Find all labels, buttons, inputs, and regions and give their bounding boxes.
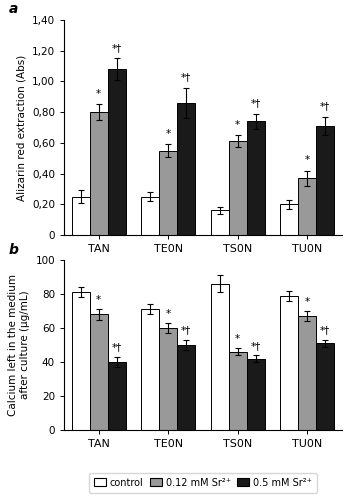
Bar <box>72 292 90 430</box>
Bar <box>177 345 195 430</box>
Bar <box>159 150 177 235</box>
Bar <box>280 296 298 430</box>
Bar <box>108 362 126 430</box>
Bar <box>210 210 229 235</box>
Bar <box>108 69 126 235</box>
Bar <box>298 316 316 430</box>
Bar <box>247 122 265 235</box>
Bar <box>247 358 265 430</box>
Text: *†: *† <box>181 326 192 336</box>
Text: *: * <box>304 296 310 306</box>
Bar <box>90 112 108 235</box>
Legend: control, 0.12 mM Sr²⁺, 0.5 mM Sr²⁺: control, 0.12 mM Sr²⁺, 0.5 mM Sr²⁺ <box>89 473 317 492</box>
Bar <box>177 103 195 235</box>
Bar <box>229 142 247 235</box>
Text: *: * <box>166 308 171 318</box>
Bar <box>90 314 108 430</box>
Bar <box>229 352 247 430</box>
Text: *: * <box>166 129 171 139</box>
Text: *†: *† <box>181 72 192 82</box>
Bar <box>316 344 334 430</box>
Bar <box>159 328 177 430</box>
Bar <box>316 126 334 235</box>
Text: a: a <box>9 2 18 16</box>
Text: *: * <box>96 295 101 305</box>
Text: *: * <box>235 120 240 130</box>
Text: *†: *† <box>320 326 330 336</box>
Bar <box>280 204 298 235</box>
Text: *†: *† <box>112 43 122 53</box>
Bar <box>72 196 90 235</box>
Bar <box>210 284 229 430</box>
Bar <box>141 310 159 430</box>
Text: *†: *† <box>112 342 122 352</box>
Text: *†: *† <box>251 98 261 108</box>
Text: *†: *† <box>251 341 261 351</box>
Text: *: * <box>304 155 310 165</box>
Y-axis label: Alizarin red extraction (Abs): Alizarin red extraction (Abs) <box>16 54 26 201</box>
Bar <box>141 196 159 235</box>
Text: *: * <box>235 334 240 344</box>
Text: *: * <box>96 89 101 99</box>
Text: b: b <box>9 242 19 256</box>
Y-axis label: Calcium left in the medium
after culture (μg/mL): Calcium left in the medium after culture… <box>8 274 30 416</box>
Text: *†: *† <box>320 102 330 112</box>
Bar <box>298 178 316 235</box>
